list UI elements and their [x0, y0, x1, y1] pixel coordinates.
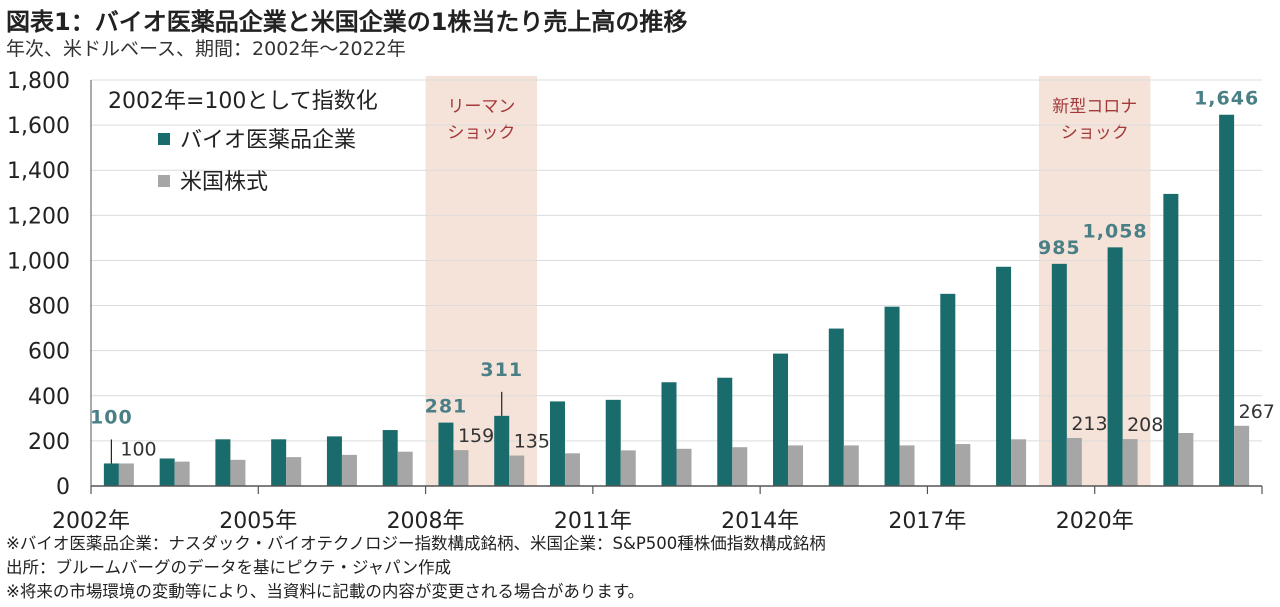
shade-label-1-1: ショック — [1061, 123, 1129, 143]
bar-bio-2019 — [1051, 263, 1067, 486]
bar-us-2017 — [955, 444, 971, 486]
x-tick-label: 2002年 — [52, 509, 130, 534]
bar-bio-2002 — [103, 463, 119, 486]
data-label-us-2019: 213 — [1071, 413, 1107, 435]
bar-bio-2007 — [382, 430, 398, 486]
bar-us-2014 — [788, 445, 804, 486]
bar-bio-2013 — [717, 377, 733, 486]
y-tick-label: 200 — [28, 430, 70, 455]
bar-bio-2020 — [1107, 247, 1123, 486]
y-tick-label: 800 — [28, 295, 70, 320]
shade-period-0 — [425, 76, 538, 486]
bar-us-2005 — [286, 457, 302, 486]
data-label-us-2020: 208 — [1127, 414, 1163, 436]
x-tick-label: 2017年 — [888, 509, 966, 534]
bar-bio-2021 — [1163, 193, 1179, 486]
y-tick-label: 1,800 — [7, 69, 70, 94]
bar-bio-2009 — [494, 415, 510, 486]
bar-bio-2016 — [884, 306, 900, 486]
bar-us-2020 — [1122, 439, 1138, 486]
bar-us-2009 — [509, 455, 525, 486]
footnote-source: 出所：ブルームバーグのデータを基にピクテ・ジャパン作成 — [6, 558, 452, 577]
bar-us-2016 — [899, 445, 915, 486]
bar-bio-2012 — [661, 382, 677, 486]
data-label-bio-2009: 311 — [480, 359, 523, 381]
bar-bio-2017 — [940, 293, 956, 486]
bar-us-2010 — [564, 453, 580, 486]
y-tick-label: 0 — [56, 475, 70, 500]
data-label-bio-2002: 100 — [90, 406, 133, 428]
bar-us-2018 — [1011, 439, 1027, 486]
chart-subtitle: 年次、米ドルベース、期間：2002年～2022年 — [6, 38, 406, 60]
bar-bio-2014 — [773, 353, 789, 486]
bar-us-2021 — [1178, 432, 1194, 486]
x-tick-label: 2011年 — [554, 509, 632, 534]
data-label-bio-2019: 985 — [1038, 237, 1081, 259]
bar-bio-2015 — [828, 328, 844, 486]
x-tick-label: 2005年 — [219, 509, 297, 534]
x-tick-label: 2008年 — [387, 509, 465, 534]
legend-swatch-us — [158, 175, 170, 187]
bar-us-2019 — [1066, 437, 1082, 486]
data-label-us-2002: 100 — [120, 438, 156, 460]
y-tick-label: 1,000 — [7, 249, 70, 274]
bar-us-2012 — [676, 448, 692, 486]
footnotes: ※バイオ医薬品企業：ナスダック・バイオテクノロジー指数構成銘柄、米国企業：S&P… — [6, 532, 826, 604]
footnote-disclaimer: ※将来の市場環境の変動等により、当資料に記載の内容が変更される場合があります。 — [6, 582, 645, 601]
y-tick-label: 400 — [28, 385, 70, 410]
bar-bio-2008 — [438, 422, 454, 486]
bar-bio-2010 — [549, 401, 565, 486]
data-label-us-2009: 135 — [514, 431, 550, 453]
data-label-bio-2008: 281 — [425, 396, 468, 418]
bar-us-2022 — [1234, 425, 1250, 486]
bar-us-2007 — [397, 451, 413, 486]
bar-us-2013 — [732, 447, 748, 486]
bar-us-2006 — [341, 454, 357, 486]
bar-us-2004 — [230, 459, 246, 486]
chart-title: 図表1：バイオ医薬品企業と米国企業の1株当たり売上高の推移 — [6, 8, 688, 36]
x-tick-label: 2020年 — [1056, 509, 1134, 534]
bar-bio-2004 — [215, 439, 231, 486]
shade-label-0-0: リーマン — [447, 97, 515, 117]
bar-bio-2003 — [159, 458, 175, 486]
y-tick-label: 600 — [28, 340, 70, 365]
data-label-bio-2022: 1,646 — [1194, 88, 1259, 110]
y-tick-label: 1,200 — [7, 204, 70, 229]
shade-label-1-0: 新型コロナ — [1052, 97, 1137, 117]
legend-label-us: 米国株式 — [180, 170, 268, 195]
legend-label-bio: バイオ医薬品企業 — [180, 128, 356, 153]
data-label-us-2022: 267 — [1239, 401, 1275, 423]
legend-swatch-bio — [158, 133, 170, 145]
bar-us-2008 — [453, 450, 469, 486]
data-label-bio-2020: 1,058 — [1083, 220, 1148, 242]
bar-bio-2018 — [996, 266, 1012, 486]
bar-bio-2011 — [605, 399, 621, 486]
bar-us-2002 — [118, 463, 134, 486]
data-label-us-2008: 159 — [458, 425, 494, 447]
x-tick-label: 2014年 — [721, 509, 799, 534]
shade-label-0-1: ショック — [447, 123, 515, 143]
bar-bio-2006 — [326, 436, 342, 486]
bar-us-2011 — [620, 450, 636, 486]
index-note: 2002年=100として指数化 — [108, 89, 378, 114]
footnote-source-index: ※バイオ医薬品企業：ナスダック・バイオテクノロジー指数構成銘柄、米国企業：S&P… — [6, 534, 826, 553]
bar-bio-2022 — [1219, 114, 1235, 486]
bar-us-2015 — [843, 445, 859, 486]
bar-us-2003 — [174, 461, 190, 486]
bar-bio-2005 — [271, 439, 287, 486]
y-tick-label: 1,400 — [7, 159, 70, 184]
y-tick-label: 1,600 — [7, 114, 70, 139]
